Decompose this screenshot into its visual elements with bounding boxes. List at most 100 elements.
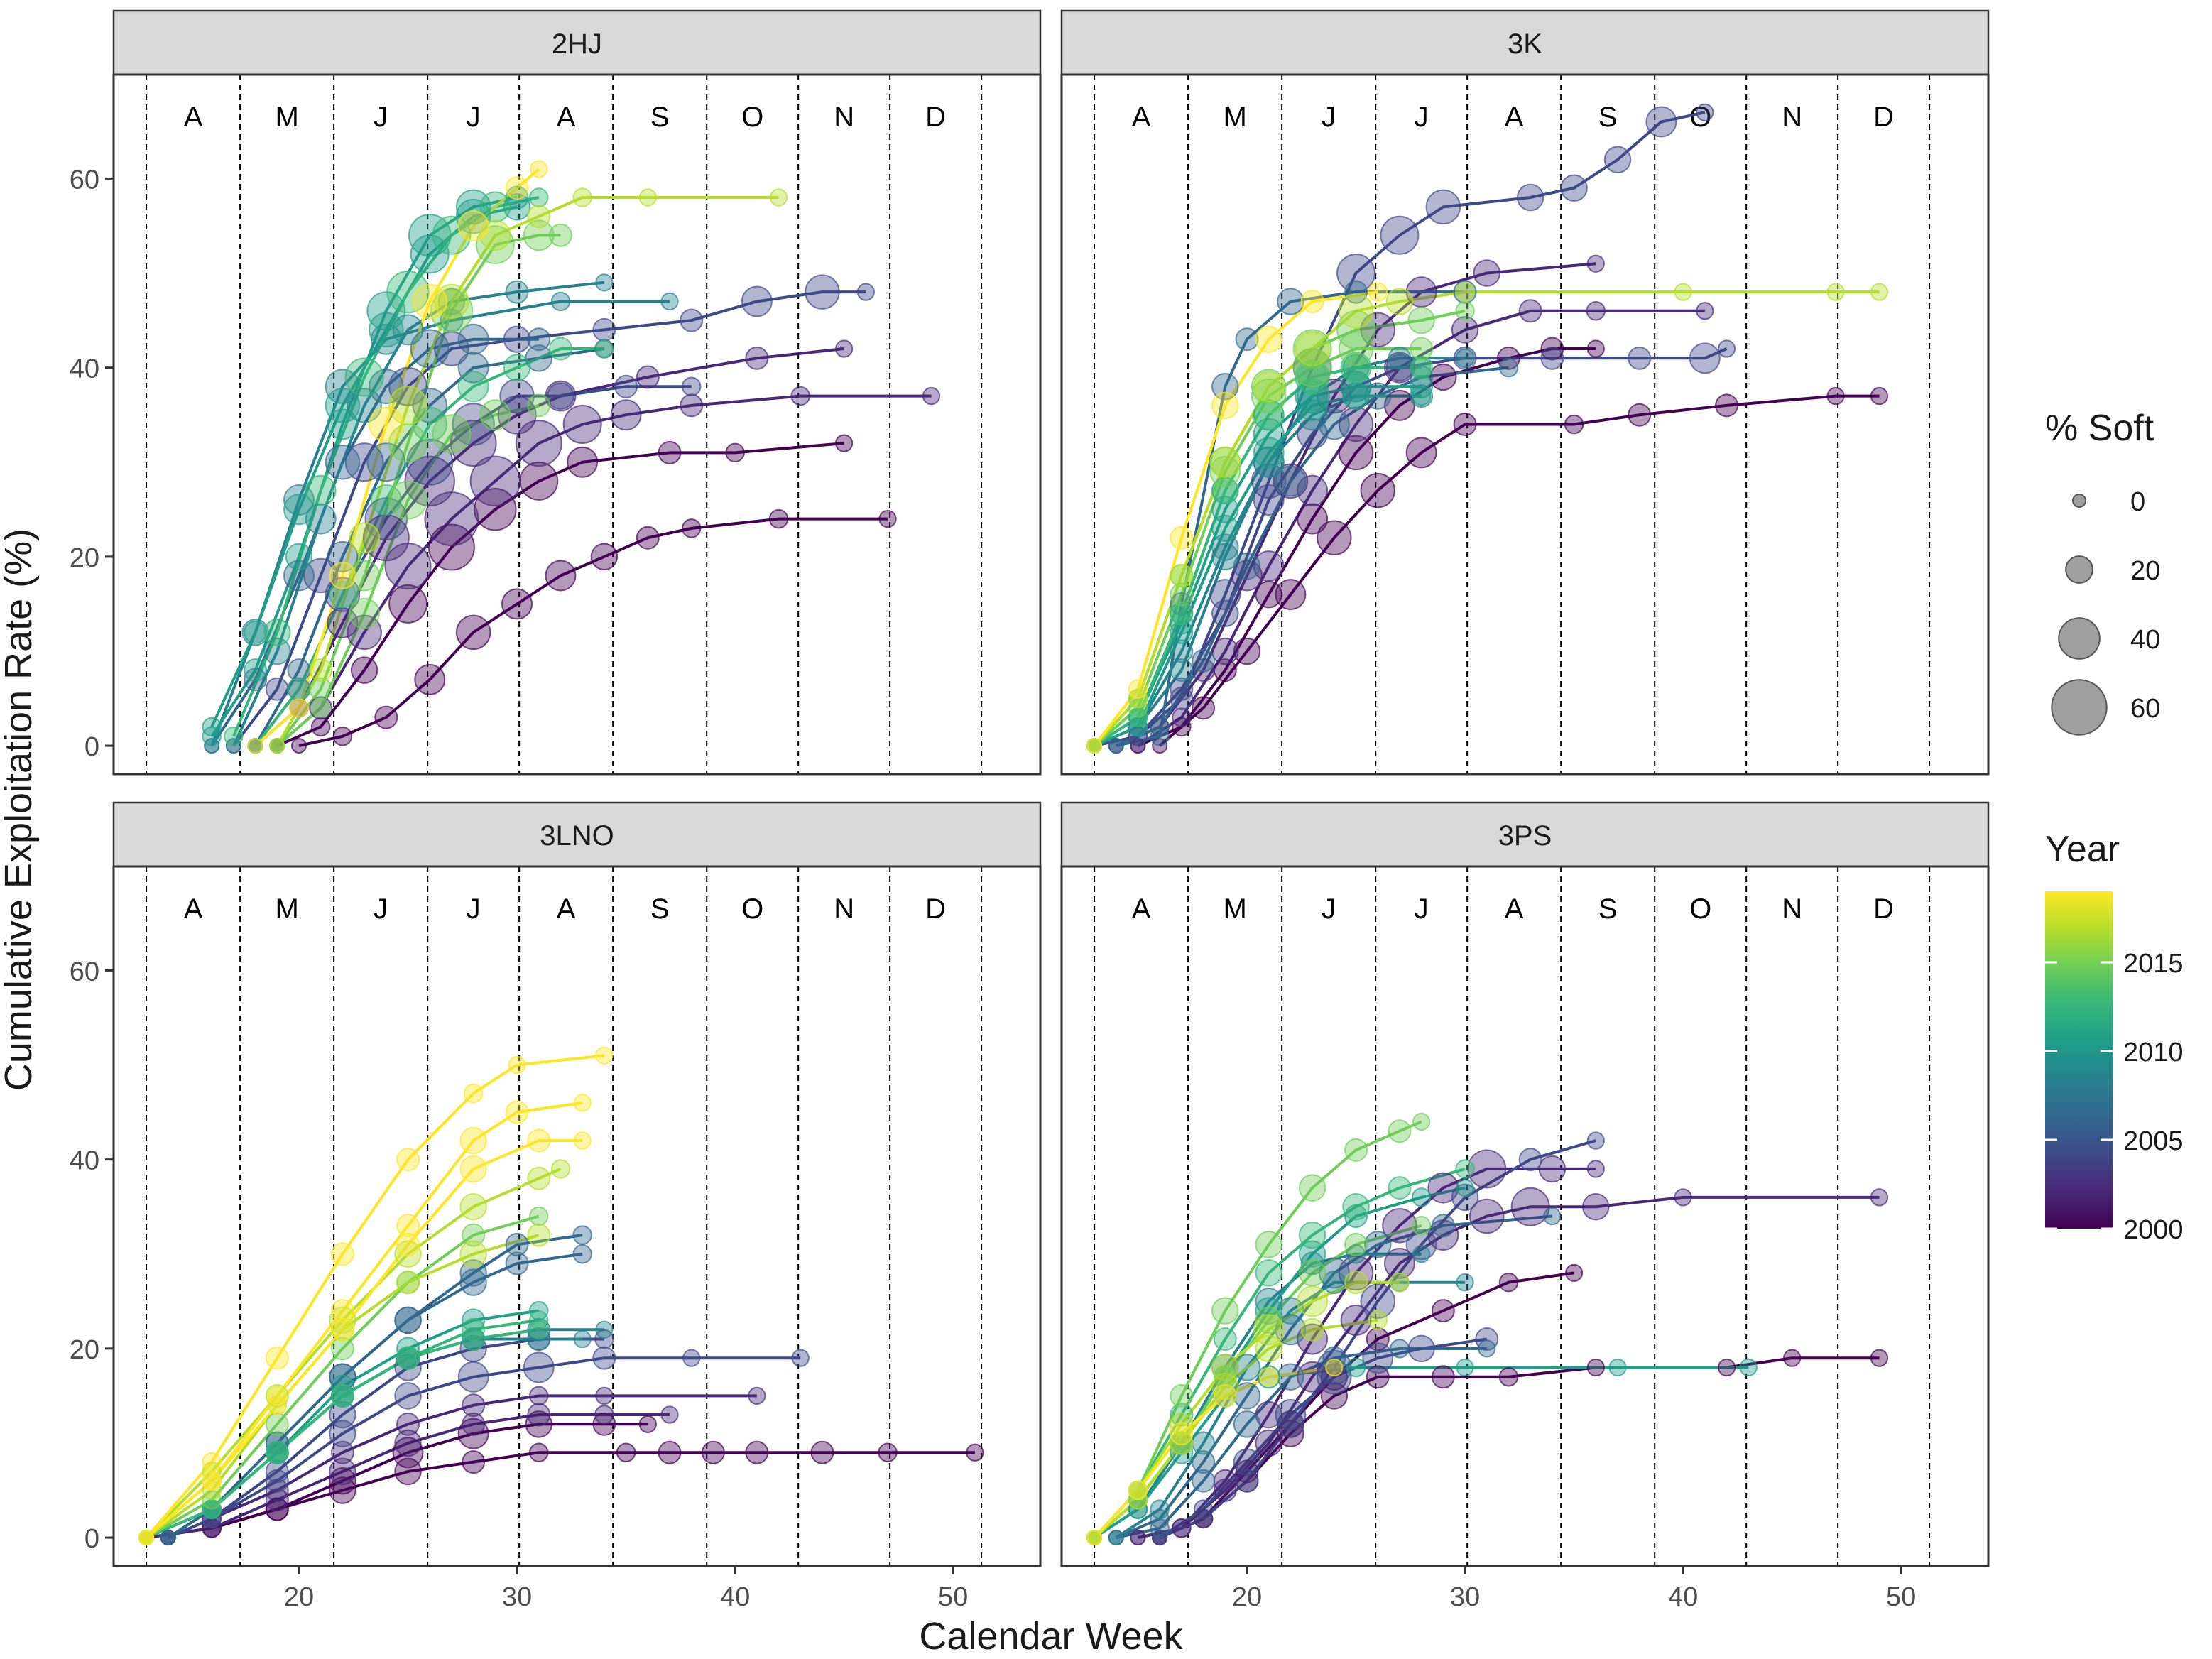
data-point [1211, 514, 1239, 543]
x-tick-label: 50 [938, 1582, 968, 1612]
data-point [1390, 1272, 1410, 1293]
data-point [505, 1100, 529, 1124]
data-point [658, 1440, 682, 1464]
series-line-2001 [1137, 347, 1596, 747]
data-point [878, 509, 897, 528]
data-point [1498, 357, 1519, 378]
data-point [1427, 1172, 1459, 1204]
data-point [1192, 1450, 1216, 1474]
data-point [202, 727, 222, 746]
month-label: J [467, 102, 481, 133]
data-point [1411, 386, 1432, 406]
data-point [1538, 1155, 1567, 1183]
data-point [1209, 456, 1241, 488]
data-point [1211, 543, 1239, 571]
series-line-2000 [1158, 394, 1880, 747]
data-point [479, 191, 511, 223]
data-point [745, 346, 769, 370]
data-point [414, 663, 446, 695]
series-group [138, 1046, 984, 1546]
data-point [1368, 282, 1388, 302]
series-line-2004 [168, 1356, 801, 1539]
data-point [595, 1046, 614, 1065]
data-point [1322, 1271, 1346, 1295]
data-point [1385, 288, 1414, 315]
data-point [457, 1361, 489, 1393]
data-point [459, 1126, 487, 1155]
data-point [1368, 1310, 1388, 1330]
data-point [347, 614, 382, 651]
data-point [548, 337, 572, 361]
data-point [1255, 1306, 1282, 1334]
data-point [523, 219, 555, 251]
data-point [329, 1306, 356, 1334]
data-point [392, 1437, 424, 1469]
data-point [529, 1386, 549, 1406]
data-point [1603, 146, 1632, 174]
data-point [1475, 1327, 1499, 1351]
data-point [462, 1317, 486, 1342]
series-line-2002 [1137, 309, 1705, 747]
data-point [1300, 289, 1324, 313]
data-point [1380, 215, 1420, 255]
data-point [660, 1405, 679, 1424]
data-point [1473, 259, 1501, 287]
data-point [616, 1442, 636, 1463]
data-point [527, 1128, 551, 1153]
year-colorbar [2045, 891, 2113, 1229]
month-label: N [834, 102, 854, 133]
x-tick-label: 40 [1668, 1582, 1698, 1612]
data-point [505, 280, 529, 304]
data-point [1297, 399, 1329, 431]
month-label: N [1782, 893, 1802, 925]
data-point [412, 283, 447, 320]
data-point [1255, 1334, 1282, 1363]
data-point [462, 1223, 486, 1247]
data-point [366, 291, 406, 331]
data-point [1518, 1148, 1542, 1172]
data-point [1540, 337, 1564, 361]
data-point [1170, 1412, 1194, 1436]
data-point [462, 1450, 486, 1474]
data-point [567, 446, 599, 478]
data-point [1388, 346, 1412, 370]
data-point [810, 1440, 834, 1464]
data-point [1411, 1216, 1432, 1236]
data-point [1172, 707, 1192, 727]
data-point [241, 619, 269, 646]
data-point [1412, 1245, 1431, 1263]
data-point [658, 440, 682, 464]
data-point [309, 677, 333, 701]
size-legend-key [2058, 617, 2101, 660]
data-point [1170, 1403, 1194, 1427]
data-point [1213, 1327, 1237, 1351]
data-point [1275, 579, 1307, 611]
data-point [505, 1232, 529, 1256]
data-point [1192, 1431, 1216, 1455]
data-point [573, 1094, 592, 1112]
panel-border [1060, 865, 1990, 1567]
month-label: M [275, 893, 298, 925]
data-point [412, 388, 447, 423]
data-point [529, 1310, 549, 1330]
data-point [503, 354, 531, 381]
data-point [682, 1349, 701, 1367]
data-point [1170, 1431, 1194, 1455]
data-point [350, 656, 378, 684]
data-point [681, 518, 702, 538]
data-point [508, 1055, 526, 1075]
data-point [329, 1476, 356, 1504]
panel-border [1060, 73, 1990, 776]
data-point [344, 357, 384, 397]
month-label: J [374, 102, 388, 133]
data-point [527, 393, 551, 418]
data-point [1344, 280, 1368, 304]
series-line-2005 [1159, 1139, 1596, 1539]
data-point [922, 386, 941, 406]
data-point [1300, 1251, 1324, 1275]
data-point [394, 1382, 422, 1410]
legend: % Soft 0 20 40 60 Year 2015 2010 2005 2000 [2045, 408, 2184, 1245]
series-line-2003 [1138, 1167, 1596, 1540]
colorbar-label: 2015 [2123, 949, 2184, 979]
